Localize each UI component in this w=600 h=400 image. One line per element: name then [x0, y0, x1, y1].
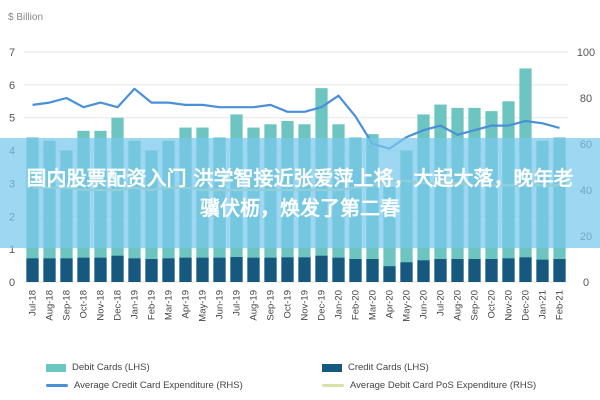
- credit-card-bar: [213, 257, 226, 282]
- left-axis-unit-label: $ Billion: [8, 12, 43, 23]
- credit-card-bar: [451, 259, 464, 282]
- legend-label-credit: Credit Cards (LHS): [348, 362, 429, 373]
- x-tick-label: Oct-20: [487, 290, 498, 319]
- credit-card-bar: [485, 259, 498, 282]
- left-tick-label: 5: [9, 113, 15, 125]
- legend-item-avg-credit-expenditure: Average Credit Card Expenditure (RHS): [46, 380, 243, 391]
- x-tick-label: May-19: [198, 290, 209, 322]
- credit-card-bar: [468, 259, 481, 282]
- right-tick-label: 0: [583, 277, 589, 289]
- x-tick-label: May-20: [402, 290, 413, 322]
- x-tick-label: Dec-20: [521, 290, 532, 321]
- left-tick-label: 0: [9, 277, 15, 289]
- credit-card-bar: [332, 257, 345, 282]
- credit-card-bar: [519, 257, 532, 282]
- x-tick-label: Apr-19: [181, 290, 192, 319]
- credit-card-bar: [60, 258, 73, 282]
- x-tick-label: Mar-20: [368, 290, 379, 320]
- credit-card-bar: [179, 257, 192, 282]
- x-tick-label: Jul-19: [232, 290, 243, 316]
- credit-card-bar: [434, 259, 447, 282]
- x-tick-label: Feb-19: [147, 290, 158, 320]
- overlay-banner[interactable]: 国内股票配资入门 洪学智接近张爱萍上将，大起大落，晚年老骥伏枥，焕发了第二春: [0, 138, 600, 248]
- x-tick-label: Feb-20: [351, 290, 362, 320]
- credit-card-bar: [417, 260, 430, 282]
- credit-card-bar: [77, 257, 90, 282]
- right-tick-label: 100: [577, 47, 595, 59]
- legend-item-debit-cards: Debit Cards (LHS): [46, 362, 150, 373]
- x-tick-label: Feb-21: [555, 290, 566, 320]
- chart-legend: Debit Cards (LHS) Credit Cards (LHS) Ave…: [0, 352, 600, 400]
- credit-card-bar: [94, 257, 107, 282]
- credit-card-bar: [502, 258, 515, 282]
- x-tick-label: Dec-19: [317, 290, 328, 321]
- x-tick-label: Jun-20: [419, 290, 430, 319]
- credit-card-bar: [315, 255, 328, 282]
- legend-label-avg-credit: Average Credit Card Expenditure (RHS): [74, 380, 243, 391]
- credit-card-bar: [298, 257, 311, 282]
- credit-card-bar: [536, 259, 549, 282]
- x-tick-label: Mar-19: [164, 290, 175, 320]
- credit-card-bar: [349, 259, 362, 282]
- legend-swatch-avg-credit: [46, 384, 68, 387]
- legend-item-avg-debit-pos-expenditure: Average Debit Card PoS Expenditure (RHS): [322, 380, 536, 391]
- x-tick-label: Sep-20: [470, 290, 481, 321]
- credit-card-bar: [366, 259, 379, 282]
- x-tick-label: Aug-18: [45, 290, 56, 321]
- credit-card-bar: [26, 258, 39, 282]
- credit-card-bar: [111, 255, 124, 282]
- credit-card-bar: [230, 257, 243, 282]
- left-tick-label: 1: [9, 244, 15, 256]
- left-tick-label: 7: [9, 47, 15, 59]
- x-tick-label: Apr-20: [385, 290, 396, 319]
- credit-card-bar: [400, 262, 413, 282]
- credit-card-bar: [43, 258, 56, 282]
- x-tick-label: Oct-18: [79, 290, 90, 319]
- x-tick-label: Aug-20: [453, 290, 464, 321]
- x-tick-label: Sep-18: [62, 290, 73, 321]
- x-tick-label: Nov-19: [300, 290, 311, 321]
- x-tick-label: Aug-19: [249, 290, 260, 321]
- credit-card-bar: [264, 257, 277, 282]
- legend-swatch-avg-debit: [322, 384, 344, 387]
- x-tick-label: Jul-18: [28, 290, 39, 316]
- x-tick-label: Jan-21: [538, 290, 549, 319]
- x-tick-label: Jul-20: [436, 290, 447, 316]
- credit-card-bar: [162, 258, 175, 282]
- left-tick-label: 6: [9, 80, 15, 92]
- x-tick-label: Nov-20: [504, 290, 515, 321]
- banner-text: 国内股票配资入门 洪学智接近张爱萍上将，大起大落，晚年老骥伏枥，焕发了第二春: [26, 166, 574, 220]
- legend-swatch-credit: [322, 363, 342, 372]
- x-tick-label: Jan-19: [130, 290, 141, 319]
- credit-card-bar: [128, 258, 141, 282]
- legend-label-debit: Debit Cards (LHS): [72, 362, 150, 373]
- credit-card-bar: [553, 259, 566, 282]
- avg-credit-expenditure-line: [32, 87, 560, 150]
- credit-card-bar: [383, 266, 396, 282]
- credit-card-bar: [281, 257, 294, 282]
- legend-swatch-debit: [46, 363, 66, 372]
- x-tick-label: Jun-19: [215, 290, 226, 319]
- x-tick-label: Dec-18: [113, 290, 124, 321]
- legend-item-credit-cards: Credit Cards (LHS): [322, 362, 429, 373]
- x-tick-label: Jan-20: [334, 290, 345, 319]
- credit-card-bar: [196, 257, 209, 282]
- x-tick-label: Oct-19: [283, 290, 294, 319]
- x-tick-label: Nov-18: [96, 290, 107, 321]
- right-tick-label: 80: [580, 93, 592, 105]
- x-axis-ticks: Jul-18 Aug-18 Sep-18 Oct-18 Nov-18 Dec-18 Jan-…: [28, 290, 566, 322]
- credit-card-bar: [145, 259, 158, 282]
- x-tick-label: Sep-19: [266, 290, 277, 321]
- legend-label-avg-debit: Average Debit Card PoS Expenditure (RHS): [350, 380, 537, 391]
- credit-card-bar: [247, 257, 260, 282]
